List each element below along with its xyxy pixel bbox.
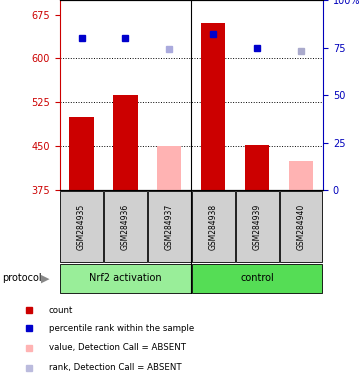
Bar bbox=[280, 191, 322, 262]
Bar bbox=[60, 191, 103, 262]
Bar bbox=[104, 191, 147, 262]
Text: value, Detection Call = ABSENT: value, Detection Call = ABSENT bbox=[49, 343, 186, 353]
Text: percentile rank within the sample: percentile rank within the sample bbox=[49, 324, 194, 333]
Text: ▶: ▶ bbox=[41, 273, 49, 283]
Text: count: count bbox=[49, 306, 73, 314]
Bar bbox=[236, 191, 279, 262]
Bar bbox=[113, 95, 138, 190]
Bar bbox=[289, 161, 313, 190]
Bar bbox=[201, 23, 225, 190]
Bar bbox=[192, 191, 235, 262]
Text: GSM284939: GSM284939 bbox=[253, 204, 262, 250]
Text: GSM284936: GSM284936 bbox=[121, 204, 130, 250]
Bar bbox=[69, 117, 93, 190]
Text: Nrf2 activation: Nrf2 activation bbox=[89, 273, 162, 283]
Bar bbox=[192, 264, 322, 293]
Text: GSM284935: GSM284935 bbox=[77, 204, 86, 250]
Bar bbox=[148, 191, 191, 262]
Bar bbox=[60, 264, 191, 293]
Bar bbox=[245, 145, 269, 190]
Text: GSM284938: GSM284938 bbox=[209, 204, 218, 250]
Text: control: control bbox=[240, 273, 274, 283]
Text: protocol: protocol bbox=[2, 273, 42, 283]
Text: rank, Detection Call = ABSENT: rank, Detection Call = ABSENT bbox=[49, 363, 181, 372]
Text: GSM284937: GSM284937 bbox=[165, 204, 174, 250]
Bar bbox=[157, 146, 182, 190]
Text: GSM284940: GSM284940 bbox=[297, 204, 306, 250]
